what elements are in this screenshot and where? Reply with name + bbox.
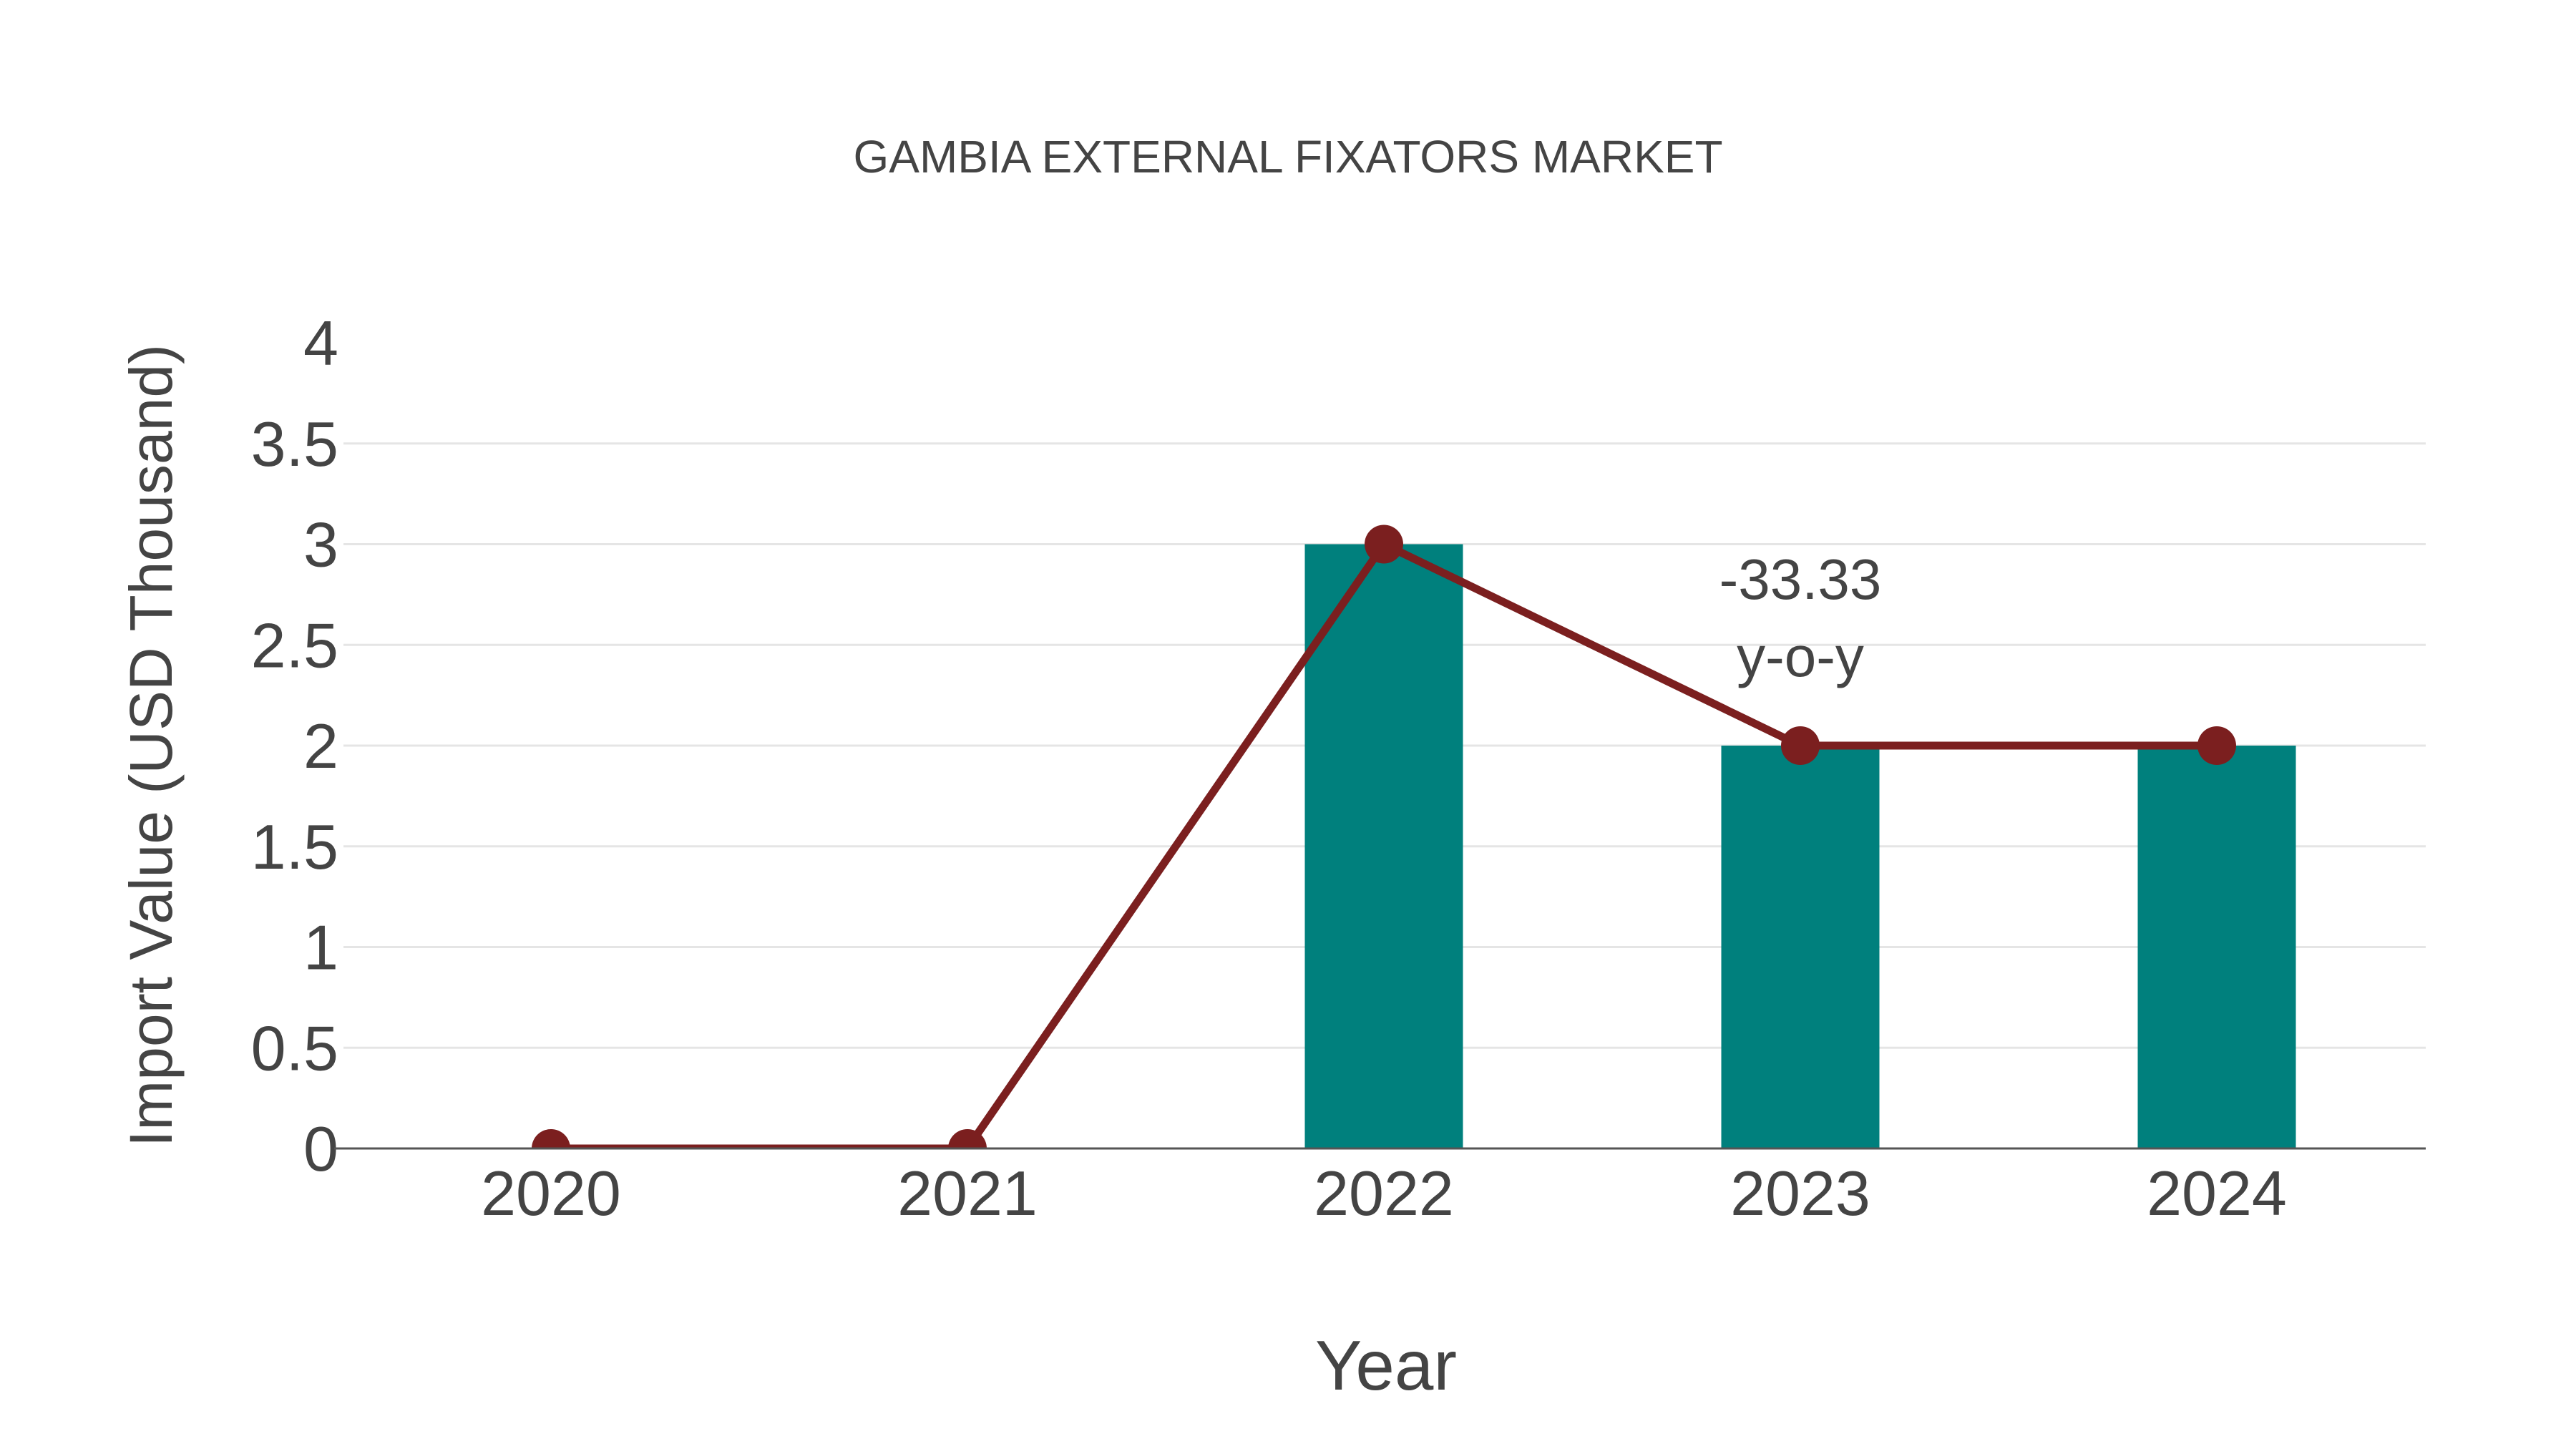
y-axis-title: Import Value (USD Thousand) xyxy=(117,344,185,1147)
bar-2023 xyxy=(1721,746,1880,1148)
y-tick-label: 2.5 xyxy=(251,610,338,680)
bar-2022 xyxy=(1304,544,1463,1148)
line-marker-2022 xyxy=(1365,525,1403,564)
x-tick-label: 2021 xyxy=(897,1158,1038,1229)
yoy-value: -33.33 xyxy=(1719,547,1882,611)
line-series xyxy=(532,525,2236,1148)
y-tick-label: 2 xyxy=(303,711,338,781)
y-axis-ticks: 0 0.5 1 1.5 2 2.5 3 3.5 4 xyxy=(251,308,338,1184)
y-tick-label: 0 xyxy=(303,1113,338,1184)
x-tick-label: 2022 xyxy=(1314,1158,1454,1229)
y-tick-label: 4 xyxy=(303,308,338,379)
x-tick-label: 2023 xyxy=(1730,1158,1870,1229)
yoy-annotations: -33.33 y-o-y xyxy=(1719,547,1882,688)
line-marker-2024 xyxy=(2197,726,2236,765)
y-tick-label: 0.5 xyxy=(251,1013,338,1083)
x-tick-label: 2020 xyxy=(481,1158,621,1229)
yoy-label: y-o-y xyxy=(1737,625,1864,688)
x-tick-label: 2024 xyxy=(2147,1158,2287,1229)
bar-series xyxy=(1304,544,2296,1148)
line-marker-2023 xyxy=(1781,726,1820,765)
y-tick-label: 3 xyxy=(303,509,338,580)
line-marker-2020 xyxy=(532,1129,570,1148)
y-tick-label: 1 xyxy=(303,912,338,983)
bar-2024 xyxy=(2137,746,2296,1148)
x-axis-ticks: 2020 2021 2022 2023 2024 xyxy=(481,1158,2287,1229)
chart-title: GAMBIA EXTERNAL FIXATORS MARKET xyxy=(853,131,1722,182)
line-marker-2021 xyxy=(948,1129,987,1148)
y-tick-label: 3.5 xyxy=(251,409,338,479)
x-axis-title: Year xyxy=(1315,1326,1457,1405)
y-tick-label: 1.5 xyxy=(251,811,338,882)
